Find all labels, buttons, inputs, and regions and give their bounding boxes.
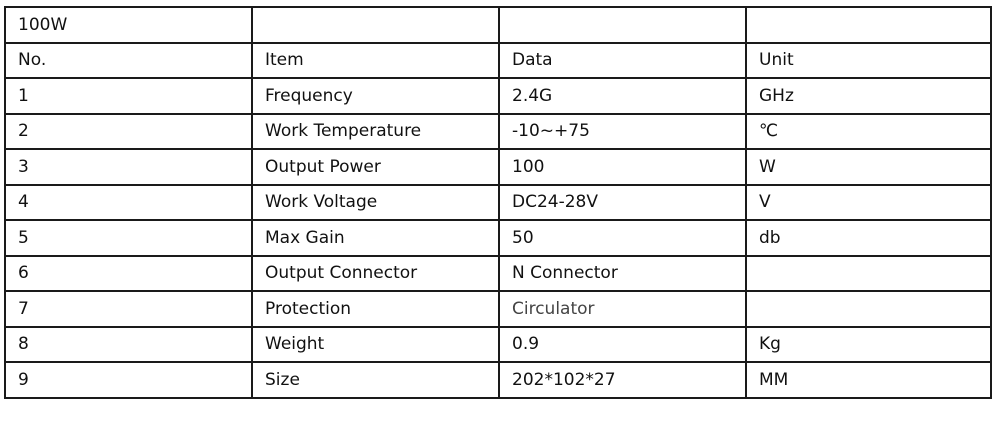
cell-item: Weight xyxy=(251,325,500,363)
cell-no: 4 xyxy=(4,183,253,221)
table-row: 4 Work Voltage DC24-28V V xyxy=(4,183,992,221)
cell-item: Protection xyxy=(251,290,500,328)
cell-no: 2 xyxy=(4,112,253,150)
table-row: 6 Output Connector N Connector xyxy=(4,254,992,292)
cell-no: 8 xyxy=(4,325,253,363)
table-cell xyxy=(498,6,747,44)
cell-data: N Connector xyxy=(498,254,747,292)
cell-unit xyxy=(745,290,992,328)
cell-data: Circulator xyxy=(498,290,747,328)
cell-unit: MM xyxy=(745,361,992,399)
cell-unit: W xyxy=(745,148,992,186)
cell-item: Output Connector xyxy=(251,254,500,292)
table-row: 1 Frequency 2.4G GHz xyxy=(4,77,992,115)
header-item: Item xyxy=(251,41,500,79)
table-row: 5 Max Gain 50 db xyxy=(4,219,992,257)
cell-unit: V xyxy=(745,183,992,221)
cell-no: 1 xyxy=(4,77,253,115)
cell-data: DC24-28V xyxy=(498,183,747,221)
cell-item: Size xyxy=(251,361,500,399)
cell-data: 202*102*27 xyxy=(498,361,747,399)
cell-no: 9 xyxy=(4,361,253,399)
header-unit: Unit xyxy=(745,41,992,79)
cell-no: 3 xyxy=(4,148,253,186)
cell-no: 7 xyxy=(4,290,253,328)
header-no: No. xyxy=(4,41,253,79)
cell-item: Work Temperature xyxy=(251,112,500,150)
cell-item: Work Voltage xyxy=(251,183,500,221)
table-cell xyxy=(251,6,500,44)
table-row: 7 Protection Circulator xyxy=(4,290,992,328)
cell-item: Output Power xyxy=(251,148,500,186)
table-row: 2 Work Temperature -10~+75 ℃ xyxy=(4,112,992,150)
table-row: 8 Weight 0.9 Kg xyxy=(4,325,992,363)
header-data: Data xyxy=(498,41,747,79)
header-row: No. Item Data Unit xyxy=(4,41,992,79)
cell-item: Frequency xyxy=(251,77,500,115)
cell-no: 5 xyxy=(4,219,253,257)
title-row: 100W xyxy=(4,6,992,44)
cell-unit: db xyxy=(745,219,992,257)
table-cell xyxy=(745,6,992,44)
cell-data: 0.9 xyxy=(498,325,747,363)
cell-data: 2.4G xyxy=(498,77,747,115)
table-row: 9 Size 202*102*27 MM xyxy=(4,361,992,399)
spec-table: 100W No. Item Data Unit 1 Frequency 2.4G GH… xyxy=(4,6,992,399)
cell-item: Max Gain xyxy=(251,219,500,257)
cell-no: 6 xyxy=(4,254,253,292)
table-row: 3 Output Power 100 W xyxy=(4,148,992,186)
cell-data: 50 xyxy=(498,219,747,257)
cell-unit: ℃ xyxy=(745,112,992,150)
cell-unit xyxy=(745,254,992,292)
cell-unit: GHz xyxy=(745,77,992,115)
cell-unit: Kg xyxy=(745,325,992,363)
cell-data: 100 xyxy=(498,148,747,186)
cell-data: -10~+75 xyxy=(498,112,747,150)
table-title: 100W xyxy=(4,6,253,44)
